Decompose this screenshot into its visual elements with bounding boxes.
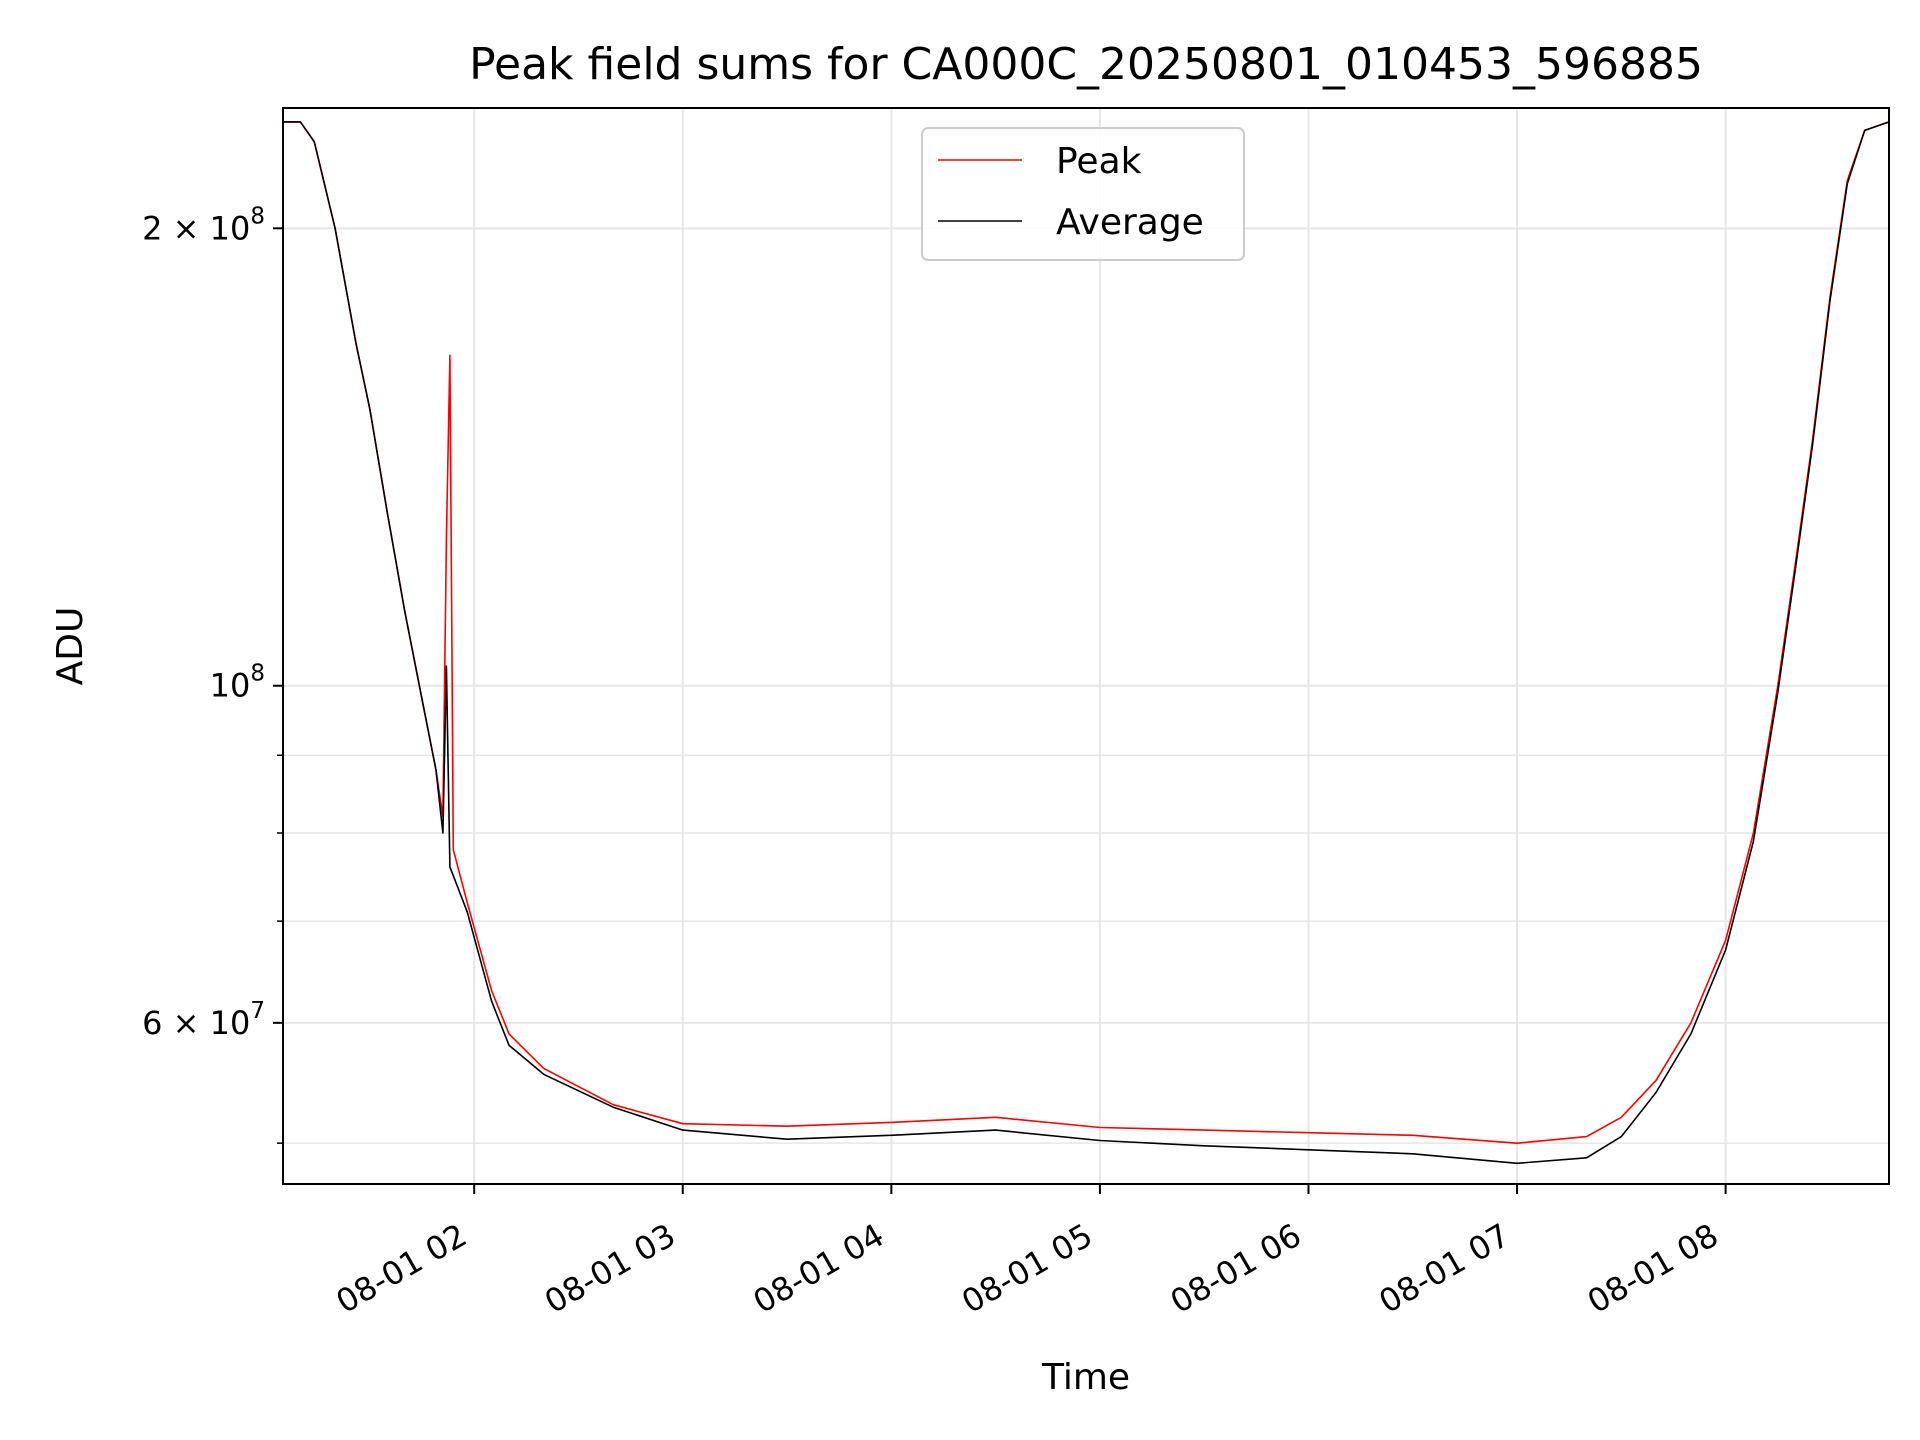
y-axis-label: ADU bbox=[50, 607, 91, 686]
y-tick-label: 108 bbox=[210, 661, 265, 705]
series-layer bbox=[283, 121, 1890, 1165]
legend-box bbox=[921, 127, 1245, 261]
y-tick-base: 2 × 10 bbox=[142, 209, 250, 247]
grid-lines bbox=[283, 108, 1889, 1184]
y-tick-base: 6 × 10 bbox=[142, 1004, 250, 1042]
y-tick-label: 2 × 108 bbox=[142, 203, 265, 247]
y-tick-base: 10 bbox=[210, 667, 251, 705]
y-tick-exponent: 8 bbox=[250, 203, 265, 229]
y-tick-exponent: 8 bbox=[250, 661, 265, 687]
chart-title: Peak field sums for CA000C_20250801_0104… bbox=[469, 39, 1703, 90]
x-axis-label: Time bbox=[1041, 1357, 1130, 1398]
legend-label-peak: Peak bbox=[1056, 141, 1142, 182]
y-tick-label: 6 × 107 bbox=[142, 998, 265, 1042]
series-line-average bbox=[283, 121, 1890, 1165]
plot-frame bbox=[282, 107, 1890, 1185]
legend: Peak Average bbox=[921, 127, 1245, 261]
y-tick-exponent: 7 bbox=[250, 998, 265, 1024]
legend-label-average: Average bbox=[1056, 202, 1204, 243]
